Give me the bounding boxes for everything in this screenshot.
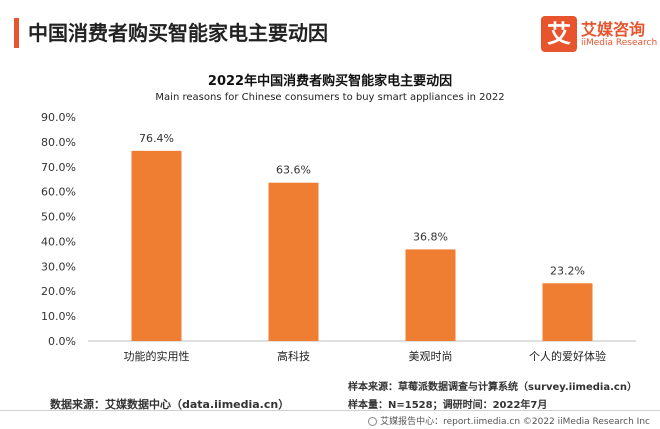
data-label: 63.6% [276, 164, 311, 177]
x-category-label: 个人的爱好体验 [529, 349, 606, 363]
x-category-label: 功能的实用性 [124, 349, 190, 363]
bar [542, 283, 593, 341]
page-title: 中国消费者购买智能家电主要动因 [28, 21, 328, 45]
y-tick-label: 60.0% [41, 186, 76, 199]
y-tick-label: 20.0% [41, 285, 76, 298]
brand-logo: 艾 艾媒咨询 iiMedia Research [541, 14, 657, 56]
bar [131, 150, 182, 341]
title-accent-bar [14, 18, 19, 48]
footer-text: 艾媒报告中心：report.iimedia.cn ©2022 iiMedia R… [380, 417, 650, 427]
chart-subtitle: Main reasons for Chinese consumers to bu… [155, 92, 505, 103]
report-icon [368, 417, 378, 426]
sample-size-note: 样本量：N=1528；调研时间：2022年7月 [348, 400, 548, 411]
y-tick-label: 30.0% [41, 260, 76, 273]
bar [405, 249, 456, 341]
y-tick-label: 80.0% [41, 136, 76, 149]
footer: 艾媒报告中心：report.iimedia.cn ©2022 iiMedia R… [368, 414, 650, 427]
y-tick-label: 70.0% [41, 161, 76, 174]
data-source-note: 数据来源：艾媒数据中心（data.iimedia.cn） [50, 398, 290, 411]
bar [268, 182, 319, 341]
x-category-label: 美观时尚 [409, 349, 453, 363]
y-tick-label: 50.0% [41, 211, 76, 224]
y-tick-label: 10.0% [41, 310, 76, 323]
data-label: 76.4% [139, 132, 174, 145]
y-tick-label: 0.0% [48, 335, 76, 348]
y-tick-label: 90.0% [41, 111, 76, 124]
chart-title: 2022年中国消费者购买智能家电主要动因 [207, 74, 453, 89]
sample-source-note: 样本来源：草莓派数据调查与计算系统（survey.iimedia.cn） [348, 382, 637, 393]
y-tick-label: 40.0% [41, 235, 76, 248]
footer-divider [0, 410, 660, 411]
x-category-label: 高科技 [277, 349, 310, 363]
logo-name-en: iiMedia Research [581, 38, 658, 48]
data-label: 23.2% [550, 264, 585, 277]
logo-icon: 艾 [541, 16, 577, 52]
logo-name-cn: 艾媒咨询 [581, 20, 646, 39]
data-label: 36.8% [413, 230, 448, 243]
